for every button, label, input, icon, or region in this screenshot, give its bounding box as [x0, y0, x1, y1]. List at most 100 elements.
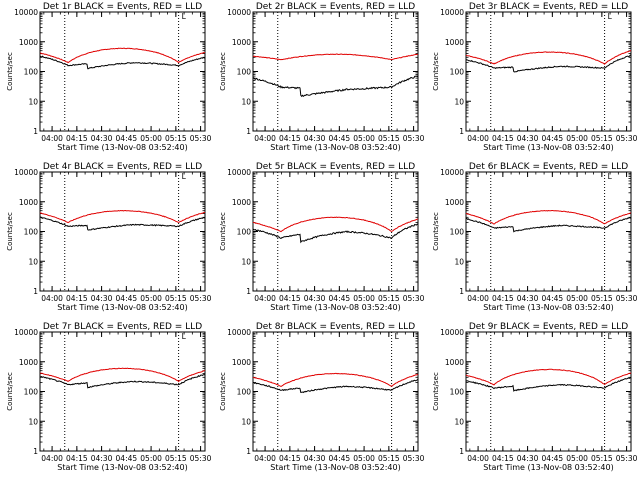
series-line-events: [465, 54, 632, 73]
y-tick-label: 10000: [14, 8, 38, 17]
y-tick-label: 10000: [440, 328, 464, 337]
x-tick-label: 04:00: [467, 454, 489, 463]
x-axis-label: Start Time (13-Nov-08 03:52:40): [270, 143, 400, 152]
x-tick-label: 04:15: [279, 134, 301, 143]
x-tick-label: 05:00: [140, 134, 162, 143]
y-tick-label: 10000: [440, 168, 464, 177]
series-line-events: [39, 55, 206, 70]
y-tick-label: 10: [241, 97, 251, 106]
x-tick-label: 05:30: [190, 134, 212, 143]
x-axis-label: Start Time (13-Nov-08 03:52:40): [270, 303, 400, 312]
plot-frame: [252, 11, 419, 132]
y-tick-label: 100: [450, 228, 465, 237]
plot-frame: [39, 331, 206, 452]
y-tick-label: 10000: [440, 8, 464, 17]
x-tick-label: 05:30: [403, 134, 425, 143]
x-tick-label: 05:00: [566, 134, 588, 143]
panel-det-6: Det 6r BLACK = Events, RED = LLD 1 10 100 10…: [432, 162, 638, 312]
plot-frame: [465, 331, 632, 452]
series-line-events: [465, 376, 632, 392]
x-tick-label: 05:00: [353, 454, 375, 463]
x-tick-label: 04:00: [41, 134, 63, 143]
marker-label: L: [395, 12, 400, 21]
y-axis-label: Counts/sec: [6, 52, 14, 91]
x-tick-label: 04:45: [329, 454, 351, 463]
series-line-events: [39, 216, 206, 231]
x-tick-label: 05:30: [616, 134, 638, 143]
x-tick-label: 04:15: [279, 294, 301, 303]
panel-det-5: Det 5r BLACK = Events, RED = LLD 1 10 100 10…: [219, 162, 425, 312]
panel-title: Det 5r BLACK = Events, RED = LLD: [256, 162, 415, 172]
panel-title: Det 9r BLACK = Events, RED = LLD: [469, 322, 628, 332]
y-tick-label: 10: [241, 257, 251, 266]
x-tick-label: 05:15: [378, 294, 400, 303]
marker-label: L: [395, 172, 400, 181]
x-tick-label: 05:30: [190, 294, 212, 303]
x-tick-label: 05:30: [190, 454, 212, 463]
x-tick-label: 04:00: [254, 294, 276, 303]
x-tick-label: 05:15: [591, 294, 613, 303]
x-tick-label: 05:00: [353, 134, 375, 143]
y-tick-label: 1000: [19, 38, 38, 47]
series-line-lld: [465, 209, 631, 225]
x-tick-label: 04:45: [116, 134, 138, 143]
y-axis-label: Counts/sec: [219, 52, 227, 91]
y-tick-label: 10: [28, 417, 38, 426]
x-tick-label: 04:30: [91, 134, 113, 143]
y-tick-label: 10000: [14, 168, 38, 177]
x-tick-label: 04:15: [279, 454, 301, 463]
y-tick-label: 10: [28, 257, 38, 266]
y-tick-label: 1: [246, 287, 251, 296]
x-tick-label: 05:15: [378, 134, 400, 143]
y-tick-label: 100: [237, 228, 252, 237]
series-line-lld: [39, 47, 206, 64]
y-tick-label: 1: [459, 447, 464, 456]
panel-det-1: Det 1r BLACK = Events, RED = LLD 1 10 100 10…: [6, 2, 212, 152]
x-tick-label: 05:00: [353, 294, 375, 303]
x-tick-label: 04:45: [116, 294, 138, 303]
marker-label: L: [395, 332, 400, 341]
y-tick-label: 10000: [14, 328, 38, 337]
y-tick-label: 10000: [227, 328, 251, 337]
x-tick-label: 04:15: [66, 294, 88, 303]
x-tick-label: 05:30: [616, 294, 638, 303]
x-tick-label: 04:45: [116, 454, 138, 463]
panel-det-2: Det 2r BLACK = Events, RED = LLD 1 10 100 10…: [219, 2, 425, 152]
panel-det-8: Det 8r BLACK = Events, RED = LLD 1 10 100 10…: [219, 322, 425, 472]
y-tick-label: 100: [24, 388, 39, 397]
y-axis-label: Counts/sec: [219, 372, 227, 411]
y-tick-label: 100: [24, 68, 39, 77]
x-axis-label: Start Time (13-Nov-08 03:52:40): [57, 143, 187, 152]
x-tick-label: 04:30: [517, 454, 539, 463]
plot-frame: [465, 171, 632, 292]
x-tick-label: 04:00: [467, 134, 489, 143]
plot-frame: [39, 11, 206, 132]
x-tick-label: 04:45: [542, 134, 564, 143]
series-line-lld: [465, 50, 632, 65]
x-tick-label: 04:15: [492, 454, 514, 463]
y-tick-label: 1: [33, 127, 38, 136]
y-tick-label: 1000: [445, 38, 464, 47]
x-tick-label: 04:30: [304, 134, 326, 143]
x-tick-label: 05:15: [165, 454, 187, 463]
x-axis-label: Start Time (13-Nov-08 03:52:40): [483, 303, 613, 312]
y-tick-label: 1000: [19, 198, 38, 207]
x-tick-label: 05:15: [378, 454, 400, 463]
y-tick-label: 10: [454, 417, 464, 426]
y-tick-label: 1: [459, 287, 464, 296]
x-tick-label: 05:15: [591, 134, 613, 143]
panel-title: Det 1r BLACK = Events, RED = LLD: [43, 2, 202, 12]
y-tick-label: 1000: [232, 198, 251, 207]
series-line-lld: [39, 209, 206, 224]
x-tick-label: 04:45: [542, 454, 564, 463]
x-tick-label: 05:15: [165, 134, 187, 143]
y-tick-label: 10: [454, 97, 464, 106]
panel-det-4: Det 4r BLACK = Events, RED = LLD 1 10 100 10…: [6, 162, 212, 312]
marker-label: L: [182, 332, 187, 341]
series-line-lld: [253, 372, 419, 387]
x-tick-label: 04:15: [492, 294, 514, 303]
x-axis-label: Start Time (13-Nov-08 03:52:40): [270, 463, 400, 472]
x-tick-label: 05:00: [140, 294, 162, 303]
y-axis-label: Counts/sec: [432, 52, 440, 91]
